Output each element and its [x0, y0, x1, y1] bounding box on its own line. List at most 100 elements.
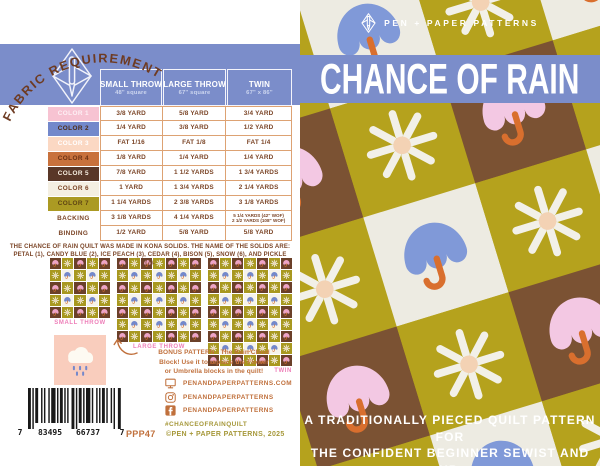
instagram-icon [165, 392, 176, 403]
row-label: COLOR 1 [48, 106, 99, 121]
periwinkle-band [0, 44, 300, 105]
kona-solids-note: THE CHANCE OF RAIN QUILT WAS MADE IN KON… [8, 243, 292, 267]
thumbnail-quilt-block [98, 270, 110, 282]
thumbnail-quilt-block [280, 342, 292, 354]
yardage-cell: 1/2 YARD [226, 121, 292, 136]
instagram-link: PENANDPAPERPATTERNS [165, 391, 292, 405]
yardage-cell: 3/4 YARD [226, 106, 292, 121]
thumbnail-quilt-block [153, 294, 165, 306]
thumbnail-quilt-block [232, 282, 244, 294]
thumbnail-quilt-block [256, 318, 268, 330]
twin-quilt-grid [208, 258, 292, 366]
thumbnail-quilt-block [50, 258, 62, 270]
thumbnail-quilt-block [129, 306, 141, 318]
table-row-binding: BINDING 1/2 YARD 5/8 YARD 5/8 YARD [48, 226, 292, 241]
thumbnail-quilt-block [177, 306, 189, 318]
yardage-cell: 5/8 YARD [162, 106, 227, 121]
thumbnail-quilt-block [244, 354, 256, 366]
thumbnail-quilt-block [189, 330, 201, 342]
pen-paper-diamond-logo-icon [361, 13, 376, 33]
thumbnail-quilt-block [208, 306, 220, 318]
table-row-color-4: COLOR 4 1/8 YARD 1/4 YARD 1/4 YARD [48, 151, 292, 166]
quilt-block [300, 217, 397, 361]
thumbnail-quilt-block [129, 258, 141, 270]
thumbnail-quilt-block [153, 306, 165, 318]
thumbnail-quilt-block [98, 282, 110, 294]
yardage-cell: FAT 1/16 [99, 136, 163, 151]
thumbnail-quilt-block [232, 306, 244, 318]
row-label: COLOR 4 [48, 151, 99, 166]
thumbnail-quilt-block [177, 270, 189, 282]
rain-cloud-icon [68, 346, 94, 376]
thumbnail-quilt-block [153, 270, 165, 282]
thumbnail-quilt-block [117, 270, 129, 282]
thumbnail-quilt-block [208, 342, 220, 354]
column-header-large-throw: LARGE THROW 67" square [163, 69, 226, 106]
yardage-cell: 5/8 YARD [226, 226, 292, 241]
thumbnail-quilt-block [208, 318, 220, 330]
facebook-icon [165, 405, 176, 416]
yardage-cell: 2 1/4 YARDS [226, 181, 292, 196]
thumbnail-quilt-block [165, 258, 177, 270]
quilt-block [396, 292, 542, 436]
thumbnail-quilt-block [208, 294, 220, 306]
table-row-color-2: COLOR 2 1/4 YARD 3/8 YARD 1/2 YARD [48, 121, 292, 136]
thumbnail-quilt-block [117, 258, 129, 270]
thumbnail-quilt-block [153, 318, 165, 330]
thumbnail-quilt-block [268, 318, 280, 330]
website-link: PENANDPAPERPATTERNS.COM [165, 377, 292, 391]
small-throw-label: SMALL THROW [54, 320, 106, 326]
thumbnail-quilt-block [189, 294, 201, 306]
thumbnail-quilt-block [280, 318, 292, 330]
thumbnail-quilt-block [220, 330, 232, 342]
thumbnail-quilt-block [62, 282, 74, 294]
thumbnail-quilt-block [268, 282, 280, 294]
thumbnail-quilt-block [141, 318, 153, 330]
curved-arrow-icon [113, 338, 138, 355]
row-label: COLOR 3 [48, 136, 99, 151]
thumbnail-quilt-block [244, 258, 256, 270]
thumbnail-quilt-block [189, 270, 201, 282]
thumbnail-quilt-block [117, 282, 129, 294]
row-label: COLOR 5 [48, 166, 99, 181]
title-banner: CHANCE OF RAIN [300, 55, 600, 103]
thumbnail-quilt-block [50, 282, 62, 294]
yardage-cell: 1/4 YARD [99, 121, 163, 136]
fabric-requirements-table: COLOR 1 3/8 YARD 5/8 YARD 3/4 YARD COLOR… [48, 106, 292, 241]
thumbnail-quilt-block [244, 306, 256, 318]
thumbnail-small-throw: SMALL THROW [50, 258, 110, 326]
thumbnail-quilt-block [62, 258, 74, 270]
row-label: COLOR 2 [48, 121, 99, 136]
thumbnail-twin: TWIN [208, 258, 292, 374]
thumbnail-quilt-block [141, 330, 153, 342]
row-label: COLOR 7 [48, 196, 99, 211]
yardage-cell: 1/4 YARD [226, 151, 292, 166]
thumbnail-quilt-block [244, 294, 256, 306]
tagline: A TRADITIONALLY PIECED QUILT PATTERN FOR… [300, 412, 600, 466]
thumbnail-quilt-block [129, 294, 141, 306]
thumbnail-quilt-block [74, 258, 86, 270]
thumbnail-quilt-block [141, 306, 153, 318]
bonus-pattern-note: BONUS PATTERN - The Rain Cloud Block! Us… [136, 348, 292, 377]
thumbnail-quilt-block [244, 342, 256, 354]
table-row-backing: BACKING 3 1/8 YARDS 4 1/4 YARDS 5 1/4 YA… [48, 211, 292, 226]
svg-text:83495: 83495 [38, 428, 62, 437]
thumbnail-quilt-block [244, 318, 256, 330]
thumbnail-quilt-block [256, 306, 268, 318]
quilt-block [300, 108, 364, 252]
thumbnail-quilt-block [74, 294, 86, 306]
thumbnail-quilt-block [86, 282, 98, 294]
thumbnail-quilt-block [232, 318, 244, 330]
thumbnail-quilt-block [232, 258, 244, 270]
thumbnail-quilt-block [256, 354, 268, 366]
thumbnail-quilt-block [86, 258, 98, 270]
facebook-link: PENANDPAPERPATTERNS [165, 404, 292, 418]
thumbnail-quilt-block [165, 270, 177, 282]
thumbnail-quilt-block [98, 294, 110, 306]
yardage-cell: 3 1/8 YARDS [99, 211, 163, 226]
column-label: TWIN [248, 79, 271, 89]
hashtag: #CHANCEOFRAINQUILT [165, 420, 248, 428]
yardage-cell: 1 YARD [99, 181, 163, 196]
